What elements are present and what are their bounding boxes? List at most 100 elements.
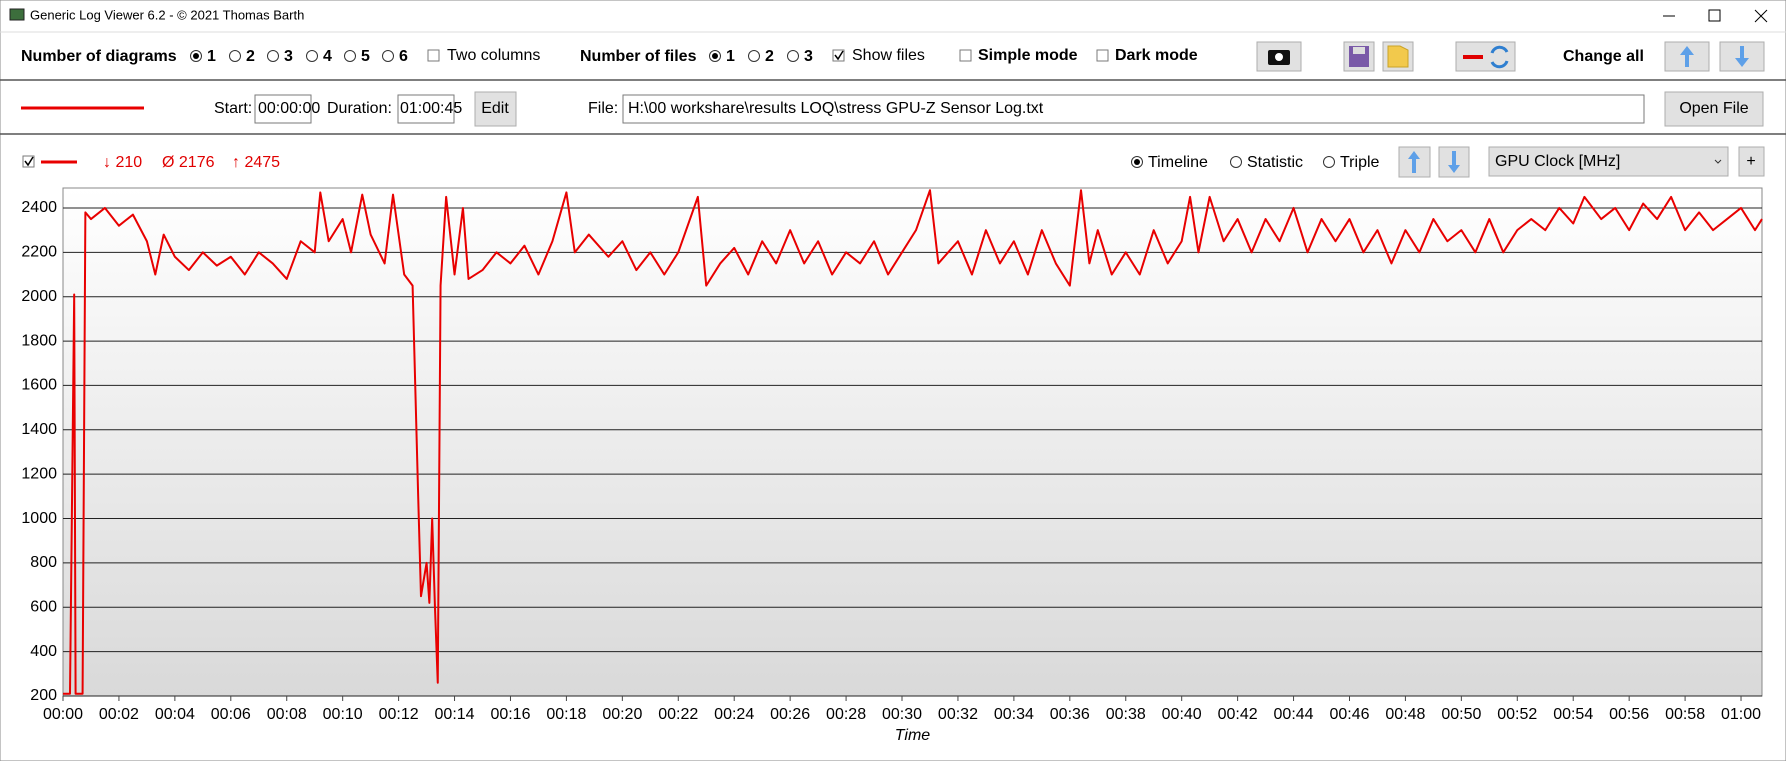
- x-tick-label: 00:16: [490, 706, 530, 723]
- y-tick-label: 400: [30, 643, 57, 660]
- radio-label: 5: [361, 48, 370, 65]
- x-tick-label: 00:22: [658, 706, 698, 723]
- max-stat: ↑ 2475: [232, 154, 280, 171]
- checkbox[interactable]: [427, 49, 440, 62]
- x-tick-label: 00:46: [1329, 706, 1369, 723]
- y-tick-label: 1600: [21, 377, 57, 394]
- duration-input[interactable]: [397, 94, 455, 124]
- radio-dot: [1134, 159, 1140, 165]
- x-tick-label: 00:08: [267, 706, 307, 723]
- add-button[interactable]: [1738, 146, 1765, 177]
- open-file-button[interactable]: [1664, 91, 1764, 127]
- y-tick-label: 1400: [21, 421, 57, 438]
- x-tick-label: 00:50: [1441, 706, 1481, 723]
- radio-label: 1: [726, 48, 735, 65]
- duration-value: 01:00:45: [400, 100, 462, 117]
- diagrams-label: Number of diagrams: [21, 48, 177, 65]
- checkbox[interactable]: [22, 155, 35, 168]
- refresh-icon: [1490, 45, 1509, 69]
- plot-area: [62, 187, 1763, 697]
- radio-label: Timeline: [1148, 154, 1208, 171]
- y-tick-label: 1800: [21, 332, 57, 349]
- x-tick-label: 00:26: [770, 706, 810, 723]
- start-input[interactable]: [254, 94, 312, 124]
- up-arrow-icon: [1680, 46, 1694, 67]
- add-label: +: [1746, 153, 1755, 170]
- file-path-input[interactable]: [622, 94, 1645, 124]
- window-title: Generic Log Viewer 6.2 - © 2021 Thomas B…: [30, 7, 304, 22]
- data-line: [63, 189, 1763, 695]
- radio-button[interactable]: [267, 50, 279, 62]
- x-tick-label: 00:28: [826, 706, 866, 723]
- x-axis-label: Time: [895, 727, 931, 744]
- sensor-name: GPU Clock [MHz]: [1495, 153, 1620, 170]
- x-tick-label: 00:44: [1274, 706, 1314, 723]
- x-tick-label: 00:12: [379, 706, 419, 723]
- simple-mode-label: Simple mode: [978, 47, 1078, 64]
- maximize-button[interactable]: [1708, 9, 1721, 22]
- up-arrow-icon: [1408, 151, 1420, 173]
- edit-button[interactable]: [474, 91, 517, 127]
- open-file-label: Open File: [1679, 100, 1748, 117]
- radio-button[interactable]: [382, 50, 394, 62]
- show-files-label: Show files: [852, 47, 925, 64]
- start-label: Start:: [214, 100, 252, 117]
- duration-label: Duration:: [327, 100, 392, 117]
- radio-label: 3: [284, 48, 293, 65]
- y-tick-label: 200: [30, 687, 57, 704]
- radio-button[interactable]: [229, 50, 241, 62]
- x-tick-label: 00:38: [1106, 706, 1146, 723]
- min-stat: ↓ 210: [103, 154, 142, 171]
- dropdown-arrow: [1714, 159, 1722, 164]
- x-tick-label: 00:06: [211, 706, 251, 723]
- x-tick-label: 01:00: [1721, 706, 1761, 723]
- y-tick-label: 600: [30, 598, 57, 615]
- y-tick-label: 1000: [21, 510, 57, 527]
- down-arrow-icon: [1735, 46, 1749, 67]
- files-label: Number of files: [580, 48, 697, 65]
- radio-dot: [193, 53, 199, 59]
- x-tick-label: 00:14: [435, 706, 475, 723]
- radio-label: 3: [804, 48, 813, 65]
- check-mark: [24, 156, 34, 167]
- radio-label: Triple: [1340, 154, 1380, 171]
- radio-label: 1: [207, 48, 216, 65]
- check-mark: [834, 50, 844, 61]
- edit-label: Edit: [481, 100, 509, 117]
- x-tick-label: 00:48: [1385, 706, 1425, 723]
- file-label: File:: [588, 100, 618, 117]
- x-tick-label: 00:18: [546, 706, 586, 723]
- x-tick-label: 00:02: [99, 706, 139, 723]
- x-tick-label: 00:40: [1162, 706, 1202, 723]
- radio-label: 4: [323, 48, 332, 65]
- down-arrow-icon: [1448, 151, 1460, 173]
- x-tick-label: 00:54: [1553, 706, 1593, 723]
- sensor-dropdown[interactable]: [1488, 146, 1729, 177]
- x-tick-label: 00:24: [714, 706, 754, 723]
- file-path: H:\00 workshare\results LOQ\stress GPU-Z…: [628, 100, 1044, 117]
- x-tick-label: 00:36: [1050, 706, 1090, 723]
- radio-button[interactable]: [344, 50, 356, 62]
- avg-stat: Ø 2176: [162, 154, 215, 171]
- start-value: 00:00:00: [258, 100, 320, 117]
- radio-button[interactable]: [748, 50, 760, 62]
- radio-button[interactable]: [787, 50, 799, 62]
- radio-button[interactable]: [306, 50, 318, 62]
- x-tick-label: 00:32: [938, 706, 978, 723]
- x-tick-label: 00:20: [602, 706, 642, 723]
- checkbox[interactable]: [1096, 49, 1109, 62]
- radio-label: 2: [246, 48, 255, 65]
- checkbox[interactable]: [832, 49, 845, 62]
- checkbox[interactable]: [959, 49, 972, 62]
- close-button[interactable]: [1754, 9, 1768, 23]
- radio-dot: [712, 53, 718, 59]
- radio-button[interactable]: [1230, 156, 1242, 168]
- y-tick-label: 2400: [21, 199, 57, 216]
- x-tick-label: 00:04: [155, 706, 195, 723]
- x-tick-label: 00:00: [43, 706, 83, 723]
- y-tick-label: 800: [30, 554, 57, 571]
- radio-button[interactable]: [1323, 156, 1335, 168]
- y-tick-label: 2000: [21, 288, 57, 305]
- radio-label: 2: [765, 48, 774, 65]
